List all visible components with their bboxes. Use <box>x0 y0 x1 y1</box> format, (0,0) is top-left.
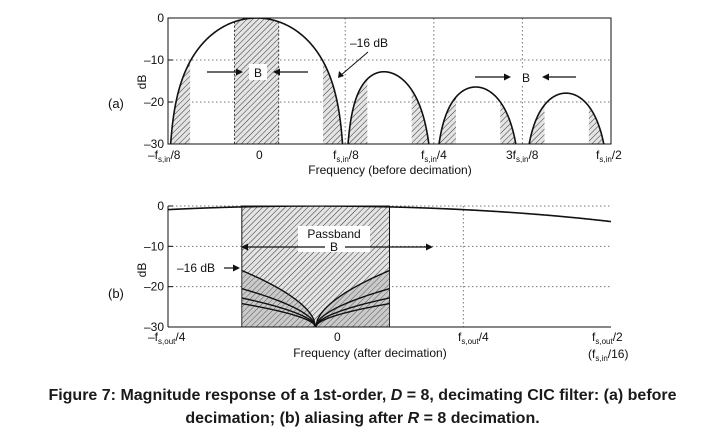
passband-label: Passband <box>307 227 360 241</box>
figure-caption: Figure 7: Magnitude response of a 1st-or… <box>48 387 677 427</box>
alias-band-a-3 <box>500 101 545 144</box>
xtick-a-fs2: fs,in/2 <box>596 148 622 164</box>
alias-band-a-0 <box>168 61 191 144</box>
panel-a-band-label-left: B <box>254 66 262 80</box>
alias-b-right-3 <box>315 302 390 328</box>
passband-a-hatch <box>234 18 279 144</box>
ytick-a-label-2: –20 <box>144 95 164 109</box>
panel-a-band-arrows-left: B <box>207 64 308 80</box>
xtick-a-fs4: fs,in/4 <box>421 148 447 164</box>
alias-b-right-0 <box>314 269 390 328</box>
panel-a-annotation-arrowhead <box>338 71 344 78</box>
panel-a-frame <box>167 17 612 145</box>
ytick-a-label-1: –10 <box>144 53 164 67</box>
alias-b-left-3 <box>241 302 317 328</box>
ytick-b-label-2: –20 <box>144 280 164 294</box>
xtick-b-zero: 0 <box>334 330 341 344</box>
panel-b-annotation-arrowhead <box>233 264 240 272</box>
panel-a-response-curve <box>169 18 605 144</box>
xtick-b-fs4: fs,out/4 <box>458 330 489 346</box>
panel-a-x-tick-labels: –fs,in/8 0 fs,in/8 fs,in/4 3fs,in/8 fs,i… <box>148 148 622 164</box>
xtick-a-fs8: fs,in/8 <box>333 148 359 164</box>
panel-b-alias-curves <box>241 269 390 328</box>
panel-b-band-label: B <box>330 240 338 254</box>
panel-b-annotation-16db: –16 dB <box>177 261 215 275</box>
panel-a: (a) dB 0 –10 –20 –30 –fs,in/8 0 fs,in/8 fs,… <box>108 11 622 177</box>
ytick-b-label-3: –30 <box>144 320 164 334</box>
panel-b-x-tick-labels: –fs,out/4 0 fs,out/4 fs,out/2 (fs,in/16) <box>148 330 628 363</box>
panel-b-band-arrows <box>241 243 433 251</box>
panel-a-ylabel: dB <box>135 75 149 90</box>
alias-b-shade <box>241 270 390 327</box>
panel-b-y-ticks: 0 –10 –20 –30 <box>144 199 173 334</box>
panel-a-annotation-leader <box>339 51 369 77</box>
alias-b-right-2 <box>315 297 390 328</box>
panel-a-band-label-right: B <box>522 71 530 85</box>
panel-b-xlabel: Frequency (after decimation) <box>293 346 446 360</box>
panel-b-annotation-bg <box>175 260 233 275</box>
alias-band-a-1 <box>323 61 368 144</box>
panel-b: (b) dB 0 –10 –20 –30 Passband B –16 dB –fs,… <box>108 199 628 363</box>
panel-a-y-ticks: 0 –10 –20 –30 <box>144 11 173 151</box>
xtick-b-minus-fs4: –fs,out/4 <box>148 330 186 346</box>
alias-band-a-2 <box>411 89 456 144</box>
figure: (a) dB 0 –10 –20 –30 –fs,in/8 0 fs,in/8 fs,… <box>108 11 628 363</box>
xtick-b-fs16: (fs,in/16) <box>588 347 628 363</box>
xtick-a-zero: 0 <box>256 148 263 162</box>
alias-b-left-0 <box>241 269 317 328</box>
alias-b-left-2 <box>241 297 317 328</box>
panel-a-annotation-16db: –16 dB <box>350 36 388 50</box>
ytick-b-label-0: 0 <box>157 199 164 213</box>
panel-a-hatched-bands <box>168 18 611 144</box>
passband-label-bg <box>298 226 370 252</box>
ytick-b-label-1: –10 <box>144 239 164 253</box>
panel-a-band-arrows-right: B <box>475 69 576 85</box>
alias-b-left-1 <box>241 288 317 328</box>
panel-b-label: (b) <box>108 286 124 301</box>
xtick-b-fs2: fs,out/2 <box>592 330 623 346</box>
panel-b-ylabel: dB <box>135 263 149 278</box>
ytick-a-label-3: –30 <box>144 137 164 151</box>
panel-a-xlabel: Frequency (before decimation) <box>308 163 471 177</box>
panel-a-label: (a) <box>108 96 124 111</box>
alias-b-right-1 <box>315 288 390 328</box>
panel-b-response-curve <box>168 206 611 223</box>
xtick-a-minus-fs8: –fs,in/8 <box>148 148 181 164</box>
xtick-a-3fs8: 3fs,in/8 <box>506 148 539 164</box>
ytick-a-label-0: 0 <box>157 11 164 25</box>
